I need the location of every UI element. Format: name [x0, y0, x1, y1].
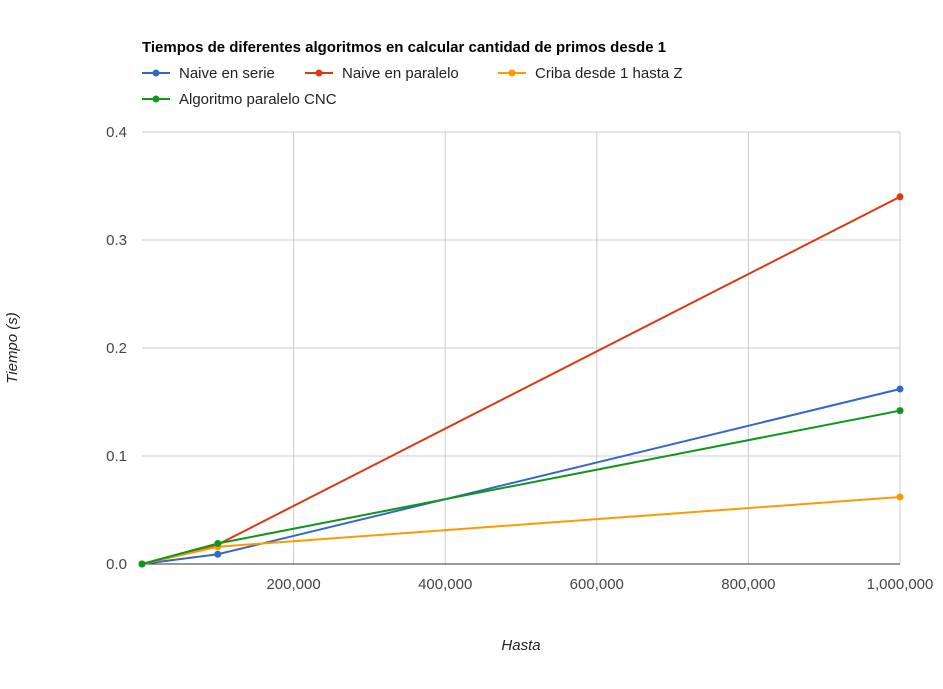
legend-swatch-dot	[152, 69, 160, 77]
x-axis-title: Hasta	[501, 637, 540, 654]
series-group	[138, 193, 904, 568]
series-line	[141, 388, 901, 565]
legend-item: Naive en serie	[142, 65, 275, 82]
legend-item: Algoritmo paralelo CNC	[142, 91, 337, 108]
x-tick-label: 1,000,000	[867, 576, 934, 593]
series-line	[141, 409, 901, 565]
data-point	[214, 539, 222, 547]
legend-label: Naive en paralelo	[342, 65, 459, 82]
data-point	[896, 193, 904, 201]
y-axis-title: Tiempo (s)	[4, 312, 21, 384]
x-tick-label: 400,000	[418, 576, 472, 593]
legend-item: Criba desde 1 hasta Z	[498, 65, 683, 82]
legend-label: Naive en serie	[179, 65, 275, 82]
legend-swatch-dot	[152, 95, 160, 103]
y-tick-label: 0.0	[106, 556, 127, 573]
chart-title: Tiempos de diferentes algoritmos en calc…	[142, 39, 666, 56]
y-axis-ticks: 0.0 0.1 0.2 0.3 0.4	[106, 124, 127, 573]
legend-swatch-dot	[315, 69, 323, 77]
legend-label: Criba desde 1 hasta Z	[535, 65, 683, 82]
series-group	[138, 385, 904, 568]
y-tick-label: 0.4	[106, 124, 127, 141]
y-tick-label: 0.1	[106, 448, 127, 465]
y-tick-label: 0.3	[106, 232, 127, 249]
x-tick-label: 600,000	[570, 576, 624, 593]
data-point	[138, 560, 146, 568]
legend-item: Naive en paralelo	[305, 65, 459, 82]
data-point	[896, 493, 904, 501]
legend-label: Algoritmo paralelo CNC	[179, 91, 337, 108]
data-point	[214, 550, 222, 558]
gridlines	[142, 131, 901, 565]
series-line	[141, 496, 901, 565]
y-tick-label: 0.2	[106, 340, 127, 357]
x-tick-label: 800,000	[721, 576, 775, 593]
x-tick-label: 200,000	[266, 576, 320, 593]
series-group	[138, 493, 904, 568]
data-point	[896, 385, 904, 393]
legend: Naive en serie Naive en paralelo Criba des…	[142, 65, 683, 108]
x-axis-ticks: 200,000 400,000 600,000 800,000 1,000,000	[266, 576, 933, 593]
data-point	[896, 407, 904, 415]
series-group	[138, 407, 904, 568]
series-line	[141, 195, 901, 565]
legend-swatch-dot	[508, 69, 516, 77]
series-lines	[138, 193, 904, 568]
